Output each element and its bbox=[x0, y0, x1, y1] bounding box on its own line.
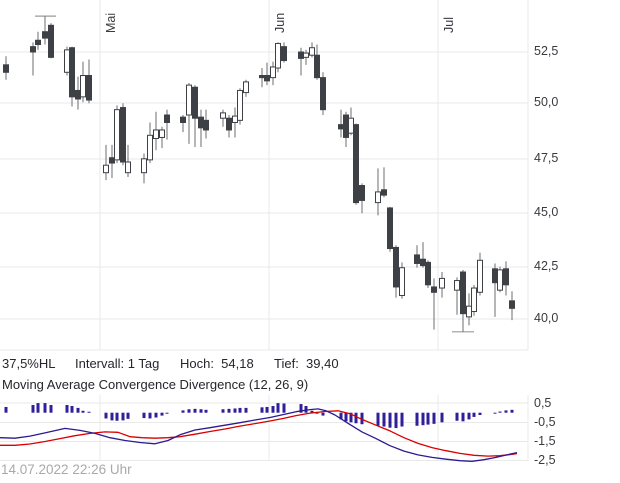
month-label-jun: Jun bbox=[273, 12, 287, 33]
high-low-markers bbox=[35, 15, 474, 333]
timestamp: 14.07.2022 22:26 Uhr bbox=[1, 462, 132, 477]
macd-gridlines bbox=[0, 395, 529, 462]
candles-layer bbox=[3, 16, 515, 332]
status-low-value: Tief: 39,40 bbox=[274, 356, 339, 371]
price-gridlines bbox=[0, 0, 529, 351]
price-tick-52-5: 52,5 bbox=[534, 44, 559, 58]
macd-tick-m0-5: -0,5 bbox=[534, 415, 556, 429]
status-percent-hl: 37,5%HL bbox=[2, 356, 56, 371]
price-tick-42-5: 42,5 bbox=[534, 259, 559, 273]
price-tick-50-0: 50,0 bbox=[534, 95, 559, 109]
macd-tick-m2-5: -2,5 bbox=[534, 453, 556, 467]
price-tick-47-5: 47,5 bbox=[534, 151, 559, 165]
macd-histogram bbox=[4, 403, 514, 429]
macd-tick-m1-5: -1,5 bbox=[534, 434, 556, 448]
macd-tick-0-5: 0,5 bbox=[534, 396, 552, 410]
month-label-jul: Jul bbox=[442, 17, 456, 33]
macd-title: Moving Average Convergence Divergence (1… bbox=[2, 377, 309, 392]
status-interval: Intervall: 1 Tag bbox=[75, 356, 160, 371]
status-high-value: Hoch: 54,18 bbox=[180, 356, 254, 371]
price-tick-45-0: 45,0 bbox=[534, 205, 559, 219]
macd-lines bbox=[0, 408, 518, 462]
month-label-mai: Mai bbox=[104, 12, 118, 33]
price-tick-40-0: 40,0 bbox=[534, 311, 559, 325]
